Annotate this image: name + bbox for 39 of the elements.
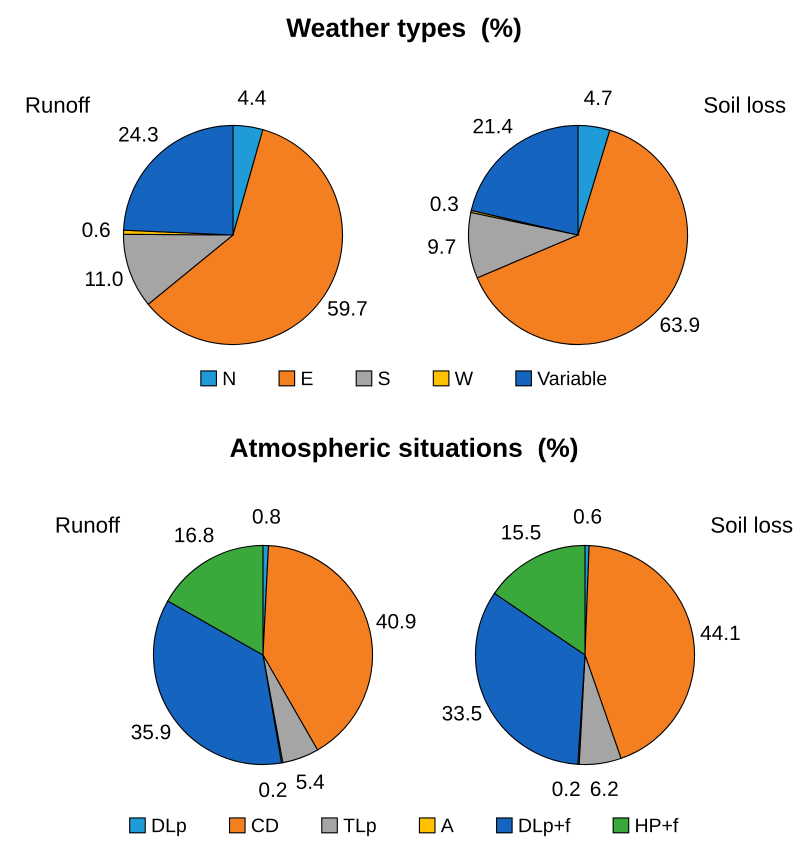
data-label: 35.9 [132,724,170,740]
data-label: 0.8 [252,508,280,524]
legend-label: TLp [344,818,376,836]
chart-title: Soil loss [711,516,792,533]
legend-label: S [378,372,390,386]
data-label: 21.4 [474,118,512,134]
data-label: 4.7 [584,90,612,105]
legend-label: DLp+f [520,818,570,836]
text: Atmospheric situations (%) [230,438,578,462]
data-label: 0.6 [574,508,602,524]
legend-label: DLp [152,818,186,836]
legend-label: Variable [537,370,606,386]
legend-label: CD [252,818,278,832]
chart-title: Runoff [56,516,120,533]
data-label: 0.3 [430,196,458,212]
text: Soil loss [704,96,786,113]
data-label: 0.6 [82,222,110,238]
legend-label: E [302,372,313,386]
data-label: 15.5 [502,525,540,540]
data-label: 5.4 [296,774,324,790]
data-label: 16.8 [175,528,214,542]
data-label: 0.2 [552,781,580,796]
data-label: 11.0 [86,271,123,286]
data-label: 4.4 [238,90,266,105]
legend-label: N [224,372,235,386]
data-label: 59.7 [328,301,367,316]
legend-label: W [454,372,474,386]
chart-title: Runoff [26,96,90,113]
data-label: 6.2 [590,781,618,796]
legend-label: HP+f [636,818,678,832]
data-label: 40.9 [376,614,416,629]
data-label: 63.9 [660,317,700,332]
data-label: 9.7 [428,239,456,254]
data-label: 0.2 [259,782,286,798]
legend-label: A [440,818,454,832]
text: Weather types (%) [286,18,521,42]
data-label: 24.3 [119,126,158,142]
data-label: 44.1 [700,626,740,640]
data-label: 33.5 [442,706,482,721]
